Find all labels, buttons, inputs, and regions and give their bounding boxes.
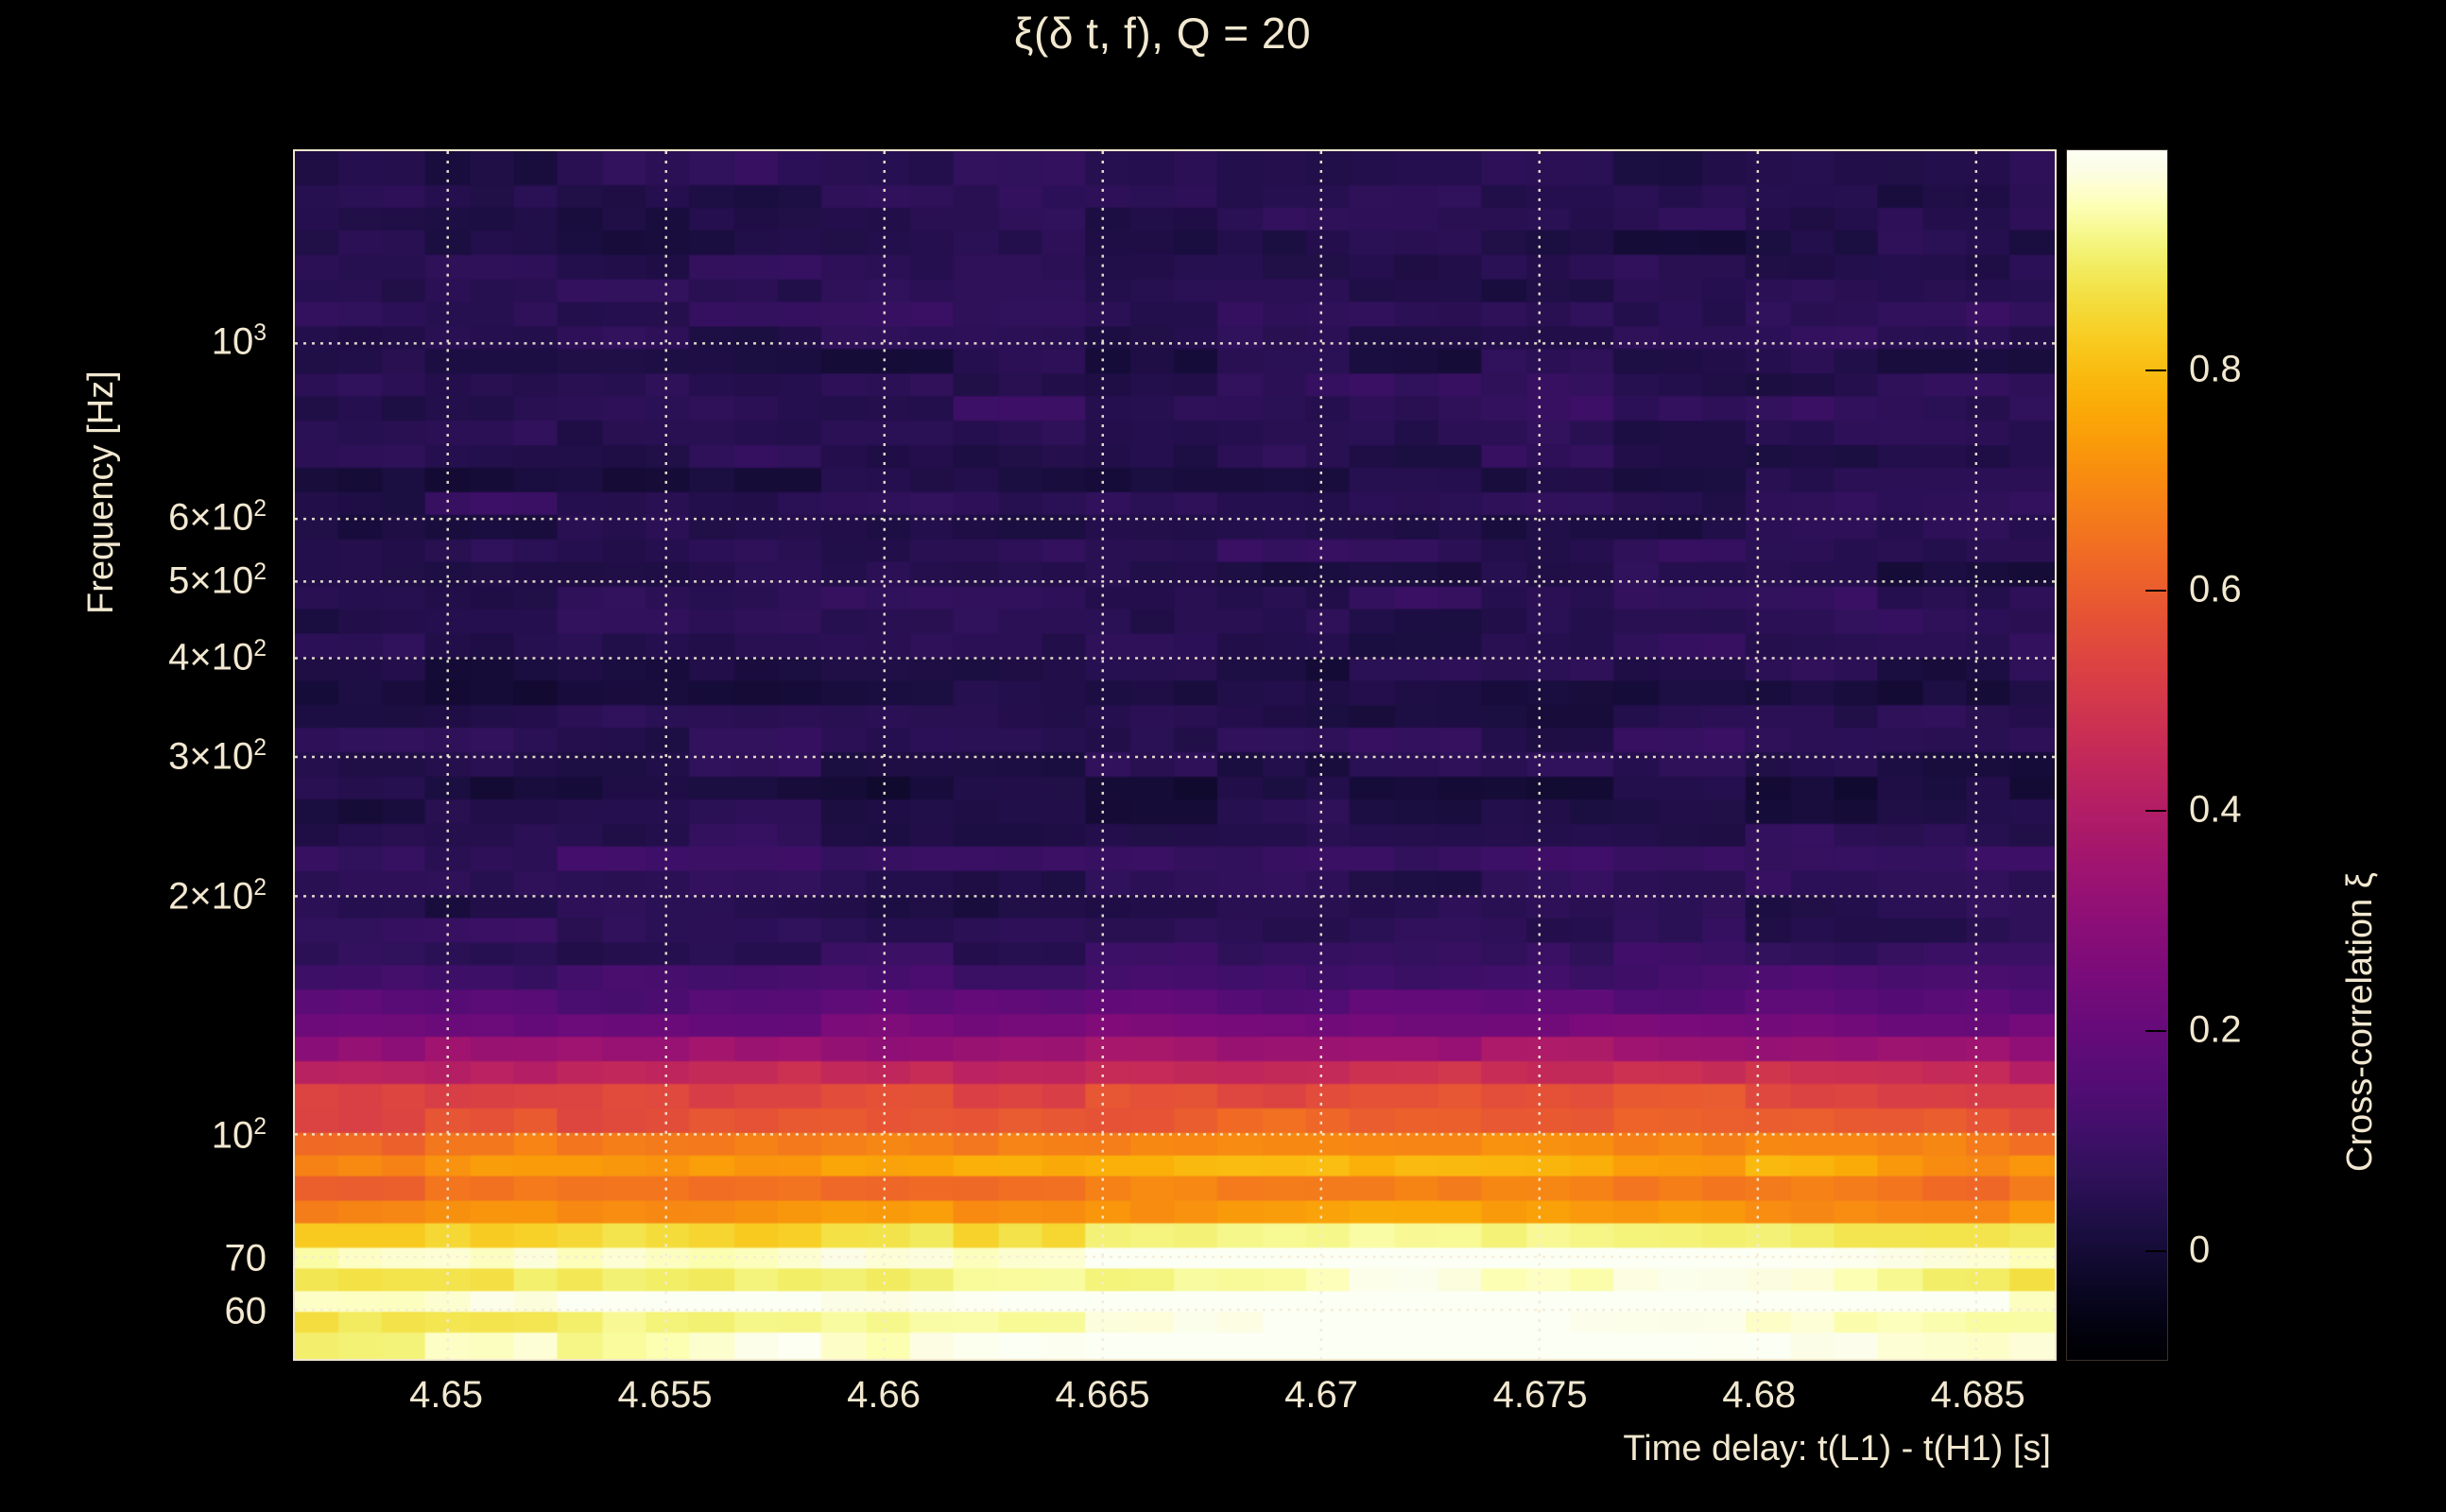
y-axis-tick-label: 4×102 [168, 636, 267, 679]
x-axis-label: Time delay: t(L1) - t(H1) [s] [1623, 1429, 2051, 1469]
x-axis-ticks: 4.65 4.655 4.66 4.665 4.67 4.675 4.68 4.685 [293, 1361, 2057, 1427]
colorbar-label: Cross-correlation ξ [2340, 872, 2380, 1172]
y-axis-ticks: 60 70 102 2×102 3×102 4×102 5×102 6×102 103 [0, 149, 280, 1361]
y-axis-tick-label: 70 [224, 1237, 267, 1280]
colorbar-tick-label: 0.4 [2189, 788, 2242, 831]
heatmap-plot-area[interactable] [293, 149, 2057, 1361]
colorbar-gradient [2067, 150, 2167, 1360]
y-axis-tick-label: 5×102 [168, 558, 267, 602]
colorbar-tick-mark [2145, 369, 2166, 372]
y-axis-tick-label: 2×102 [168, 875, 267, 918]
x-axis-tick-label: 4.655 [617, 1374, 713, 1416]
y-axis-tick-label: 103 [211, 320, 267, 363]
x-axis-tick-label: 4.65 [409, 1374, 483, 1416]
y-axis-tick-label: 6×102 [168, 496, 267, 539]
colorbar-tick-mark [2145, 1030, 2166, 1033]
x-axis-tick-label: 4.685 [1930, 1374, 2025, 1416]
colorbar-tick-mark [2145, 590, 2166, 593]
colorbar-tick-label: 0.2 [2189, 1008, 2242, 1051]
x-axis-tick-label: 4.68 [1722, 1374, 1797, 1416]
heatmap-image [295, 151, 2055, 1359]
y-axis-tick-label: 102 [211, 1113, 267, 1157]
x-axis-tick-label: 4.665 [1055, 1374, 1150, 1416]
colorbar-tick-mark [2145, 1250, 2166, 1253]
x-axis-tick-label: 4.67 [1284, 1374, 1359, 1416]
colorbar-tick-mark [2145, 810, 2166, 813]
y-axis-tick-label: 3×102 [168, 735, 267, 778]
colorbar-tick-label: 0 [2189, 1228, 2211, 1271]
x-axis-tick-label: 4.675 [1492, 1374, 1588, 1416]
page-title: ξ(δ t, f), Q = 20 [1013, 9, 1312, 58]
x-axis-tick-label: 4.66 [847, 1374, 922, 1416]
colorbar-tick-label: 0.6 [2189, 568, 2242, 610]
y-axis-tick-label: 60 [224, 1290, 267, 1332]
colorbar-tick-label: 0.8 [2189, 348, 2242, 390]
colorbar-ticks: 0 0.2 0.4 0.6 0.8 [2066, 149, 2312, 1361]
colorbar[interactable] [2066, 149, 2168, 1361]
